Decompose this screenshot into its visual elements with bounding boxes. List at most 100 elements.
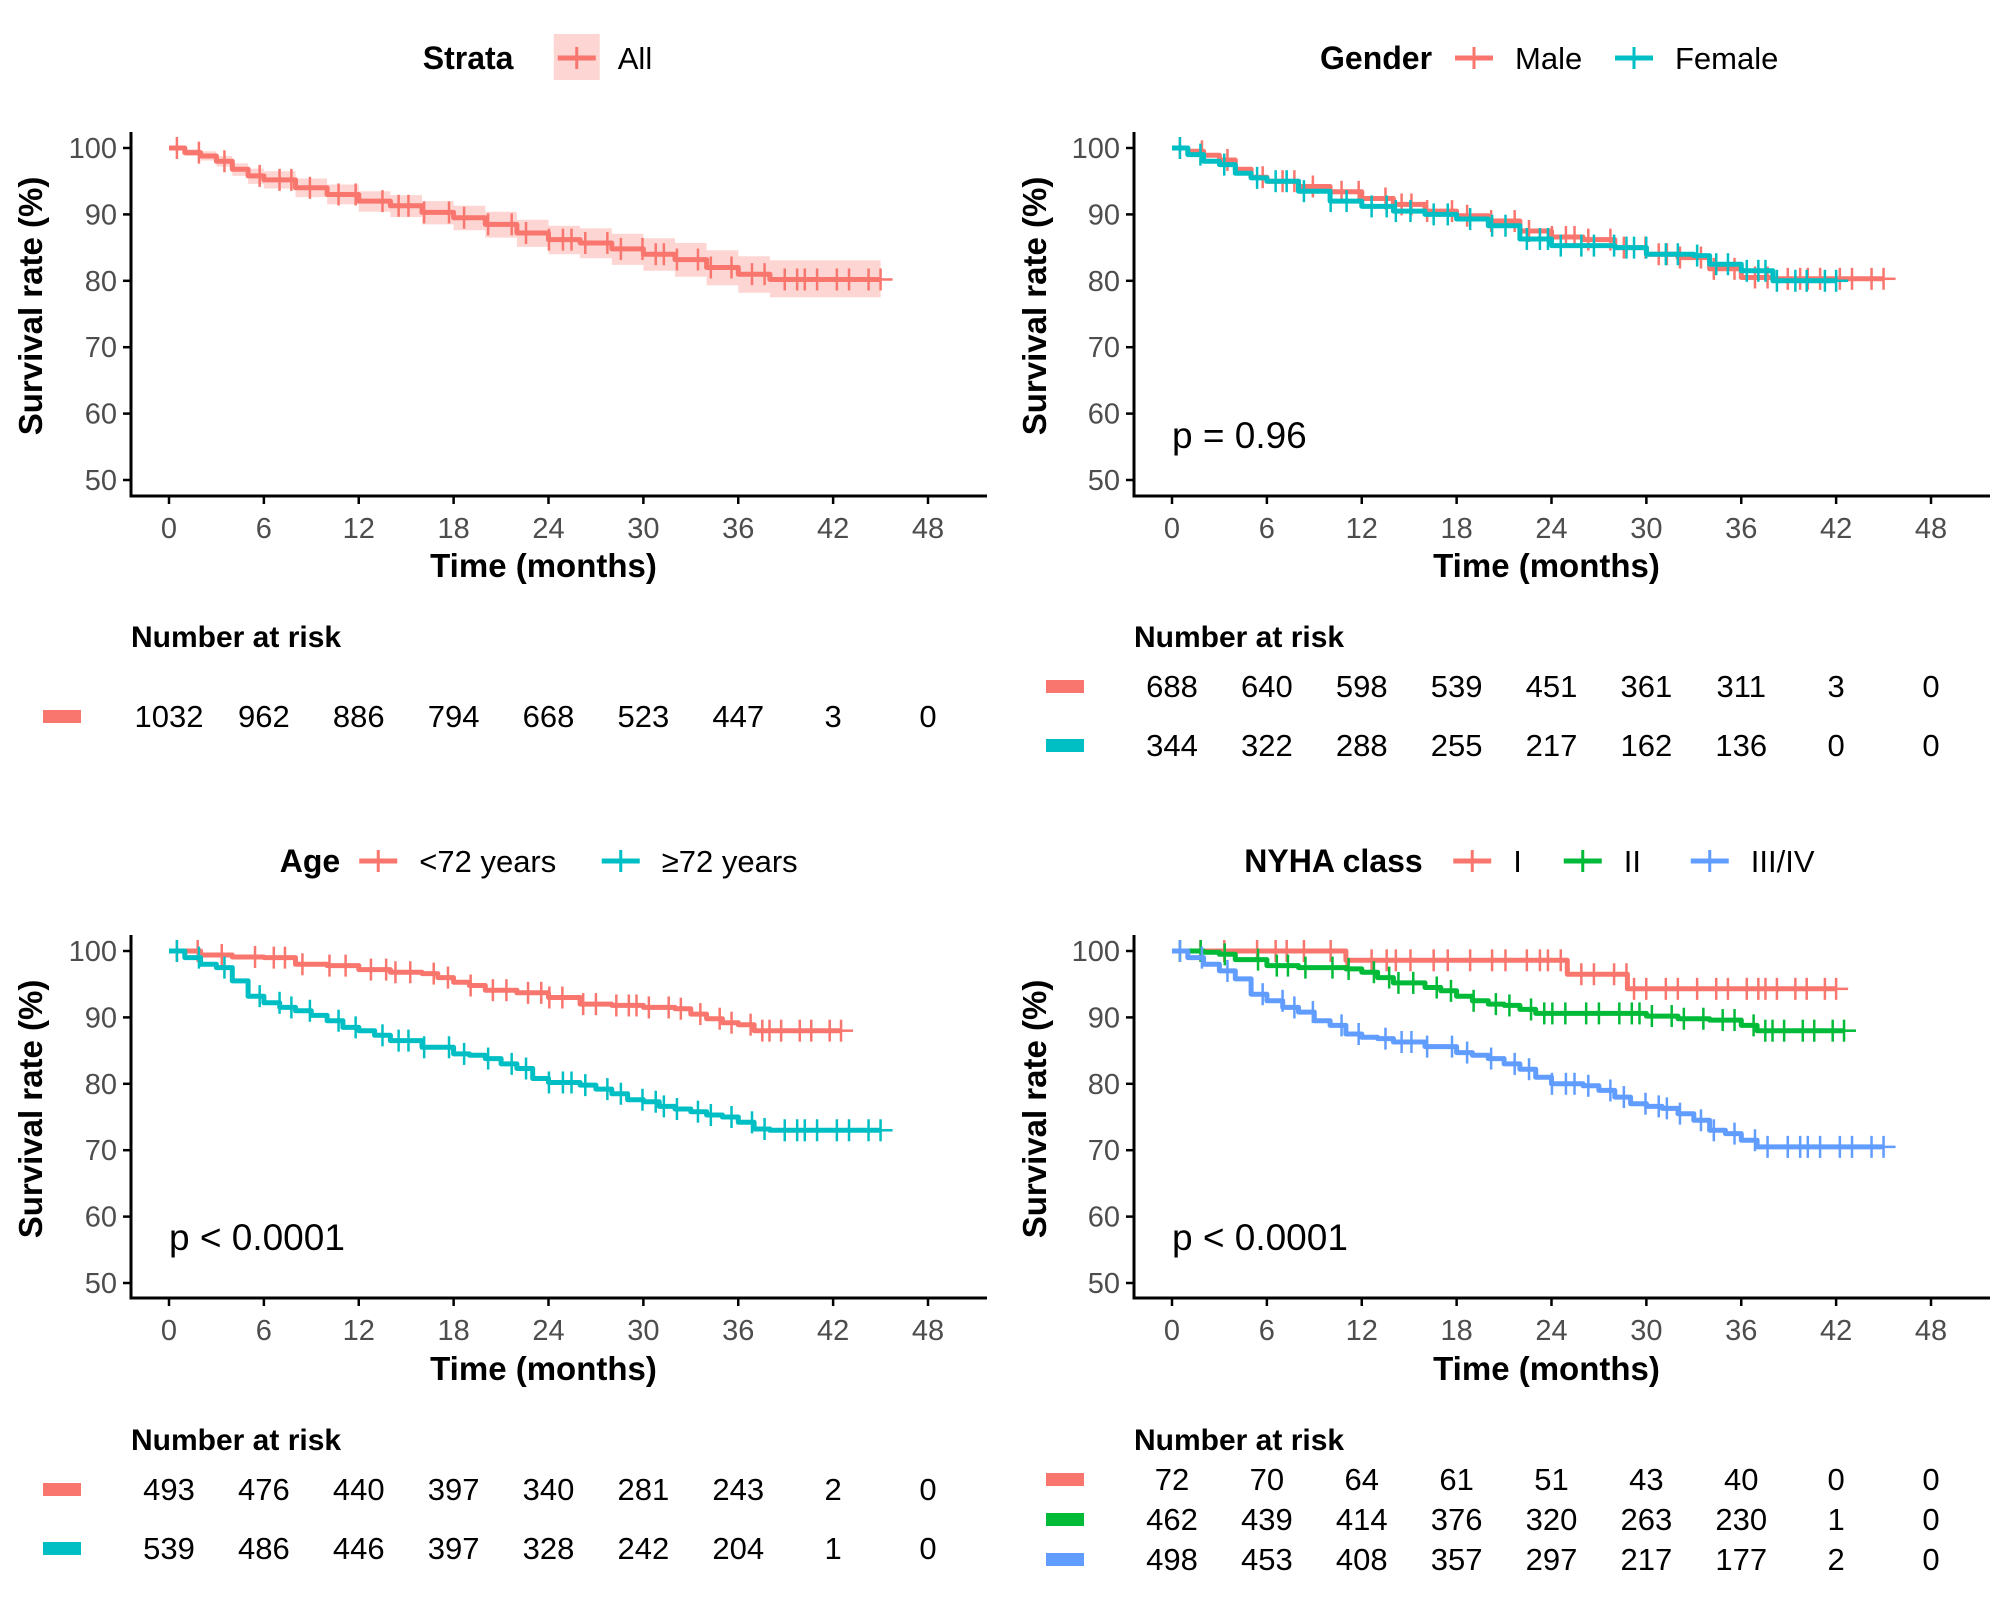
survival-curve — [1172, 948, 1837, 992]
risk-count: 328 — [523, 1531, 575, 1566]
x-tick-label: 48 — [912, 513, 944, 545]
risk-count: 361 — [1621, 669, 1673, 704]
x-tick-label: 18 — [437, 1315, 469, 1347]
risk-count: 297 — [1526, 1542, 1578, 1577]
legend: Gender Male Female — [1320, 40, 1778, 76]
risk-row-swatch — [1046, 1473, 1084, 1486]
x-tick-label: 36 — [1725, 513, 1757, 545]
y-tick-label: 80 — [85, 1069, 117, 1101]
risk-count: 539 — [1431, 669, 1483, 704]
risk-count: 1 — [825, 1531, 842, 1566]
x-tick-label: 0 — [1164, 1315, 1180, 1347]
x-tick-label: 30 — [1630, 513, 1662, 545]
x-tick-label: 24 — [532, 1315, 564, 1347]
risk-count: 322 — [1241, 728, 1293, 763]
risk-count: 263 — [1621, 1502, 1673, 1537]
x-tick-label: 30 — [1630, 1315, 1662, 1347]
y-tick-label: 80 — [1088, 1069, 1120, 1101]
risk-count: 397 — [428, 1472, 480, 1507]
series--72-years — [169, 940, 893, 1142]
risk-count: 340 — [523, 1472, 575, 1507]
x-tick-label: 0 — [161, 513, 177, 545]
risk-count: 64 — [1345, 1462, 1379, 1497]
risk-count: 136 — [1715, 728, 1767, 763]
survival-curve — [1172, 948, 1884, 1150]
y-tick-label: 80 — [85, 266, 117, 298]
survival-curve — [169, 948, 841, 1034]
risk-count: 3 — [1828, 669, 1845, 704]
risk-table: Number at risk 688 640 598 539 451 361 311 3 0 344… — [1046, 621, 1940, 763]
y-tick-label: 90 — [1088, 1002, 1120, 1034]
risk-count: 357 — [1431, 1542, 1483, 1577]
risk-count: 408 — [1336, 1542, 1388, 1577]
series-female — [1172, 137, 1849, 292]
risk-count: 439 — [1241, 1502, 1293, 1537]
legend-label: I — [1513, 844, 1522, 879]
x-tick-label: 12 — [343, 1315, 375, 1347]
risk-count: 376 — [1431, 1502, 1483, 1537]
risk-row-swatch — [1046, 1513, 1084, 1526]
risk-count: 344 — [1146, 728, 1198, 763]
legend: NYHA class I II III/IV — [1244, 843, 1815, 879]
risk-count: 0 — [919, 1531, 936, 1566]
x-tick-label: 42 — [817, 513, 849, 545]
risk-count: 243 — [712, 1472, 764, 1507]
legend-title: Age — [280, 843, 340, 879]
x-tick-label: 30 — [627, 1315, 659, 1347]
risk-count: 40 — [1724, 1462, 1758, 1497]
risk-count: 0 — [1922, 728, 1939, 763]
y-tick-label: 70 — [1088, 1135, 1120, 1167]
series-ii — [1172, 940, 1857, 1042]
survival-curve — [169, 948, 881, 1133]
risk-count: 0 — [919, 1472, 936, 1507]
risk-count: 0 — [1828, 728, 1845, 763]
survival-curve — [1172, 948, 1844, 1034]
y-tick-label: 100 — [1072, 133, 1120, 165]
risk-count: 0 — [1922, 669, 1939, 704]
risk-count: 320 — [1526, 1502, 1578, 1537]
y-axis-title: Survival rate (%) — [1016, 177, 1053, 436]
y-tick-label: 100 — [69, 133, 117, 165]
x-tick-label: 6 — [256, 513, 272, 545]
risk-count: 462 — [1146, 1502, 1198, 1537]
survival-curve — [169, 145, 881, 282]
risk-count: 0 — [919, 699, 936, 734]
risk-row-swatch — [43, 1483, 81, 1496]
x-axis-title: Time (months) — [1433, 547, 1660, 584]
y-tick-label: 100 — [1072, 936, 1120, 968]
y-tick-label: 60 — [85, 399, 117, 431]
series--72-years — [169, 940, 854, 1042]
y-tick-label: 90 — [1088, 199, 1120, 231]
risk-row-swatch — [1046, 739, 1084, 752]
risk-row-swatch — [43, 1542, 81, 1555]
risk-count: 493 — [143, 1472, 195, 1507]
y-tick-label: 80 — [1088, 266, 1120, 298]
risk-count: 451 — [1526, 669, 1578, 704]
risk-count: 476 — [238, 1472, 290, 1507]
legend: Age <72 years ≥72 years — [280, 843, 798, 879]
risk-count: 0 — [1922, 1542, 1939, 1577]
x-tick-label: 24 — [1535, 513, 1567, 545]
y-tick-label: 70 — [1088, 332, 1120, 364]
risk-count: 217 — [1526, 728, 1578, 763]
legend-title: NYHA class — [1244, 843, 1422, 879]
x-tick-label: 30 — [627, 513, 659, 545]
risk-count: 1032 — [135, 699, 204, 734]
x-tick-label: 6 — [1259, 1315, 1275, 1347]
risk-count: 1 — [1828, 1502, 1845, 1537]
risk-count: 70 — [1250, 1462, 1284, 1497]
y-tick-label: 60 — [1088, 1202, 1120, 1234]
x-tick-label: 24 — [532, 513, 564, 545]
risk-count: 539 — [143, 1531, 195, 1566]
risk-count: 242 — [618, 1531, 670, 1566]
risk-count: 61 — [1439, 1462, 1473, 1497]
legend: Strata All — [423, 34, 652, 80]
x-tick-label: 18 — [1440, 1315, 1472, 1347]
risk-count: 230 — [1715, 1502, 1767, 1537]
p-value: p < 0.0001 — [1172, 1217, 1348, 1258]
risk-count: 486 — [238, 1531, 290, 1566]
y-tick-label: 50 — [85, 465, 117, 497]
